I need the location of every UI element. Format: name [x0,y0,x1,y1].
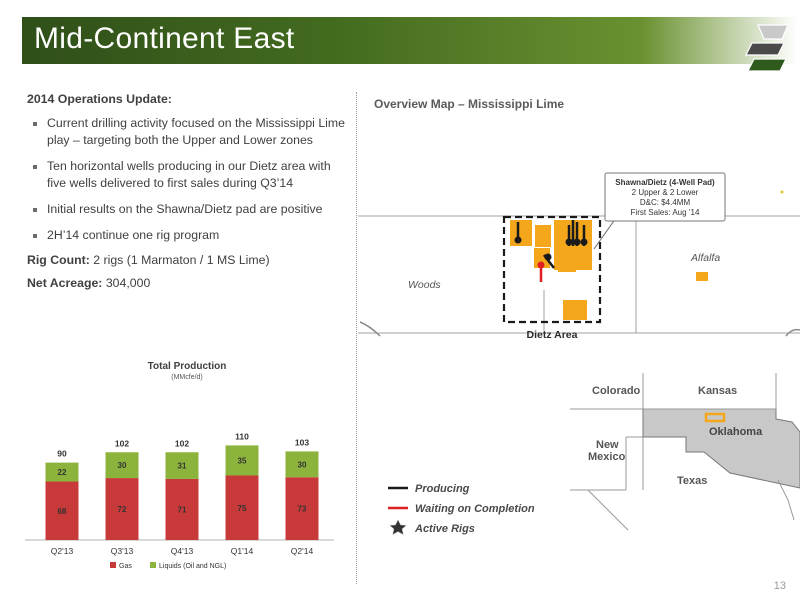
bar-gas [105,478,139,540]
county-label-alfalfa: Alfalfa [690,252,720,264]
bar-value-label: 73 [298,505,307,514]
state-label-kansas: Kansas [698,385,737,397]
bar-value-label: 68 [58,507,67,516]
page-title: Mid-Continent East [34,22,295,55]
legend-swatch [150,562,156,568]
legend-label-rigs: Active Rigs [414,523,475,535]
bar-value-label: 35 [238,456,247,465]
state-label-texas: Texas [677,475,707,487]
map-title: Overview Map – Mississippi Lime [374,97,565,111]
bar-total-label: 102 [115,438,129,448]
legend-label: Gas [119,563,132,570]
state-oklahoma [642,408,800,489]
bullet-item: Initial results on the Shawna/Dietz pad … [27,201,347,218]
bar-value-label: 71 [178,505,187,514]
callout-line: 2 Upper & 2 Lower [632,188,699,197]
bar-total-label: 90 [57,449,67,459]
star-icon [389,519,407,535]
callout-pointer [593,217,620,250]
dietz-area-label: Dietz Area [527,329,578,341]
state-label-colorado: Colorado [592,385,641,397]
state-label-new-mexico: Mexico [588,451,626,463]
state-boundary [777,479,795,521]
bar-gas [225,475,259,540]
x-tick-label: Q2'14 [291,546,314,556]
bar-value-label: 31 [178,462,187,471]
bar-liquids [225,445,259,476]
net-acreage-value: 304,000 [105,276,151,290]
operations-bullet-list: Current drilling activity focused on the… [27,115,347,244]
bar-gas [285,477,319,540]
bullet-item: Ten horizontal wells producing in our Di… [27,158,347,192]
dietz-area-outline [502,215,602,324]
x-tick-label: Q4'13 [171,546,194,556]
legend-label: Liquids (Oil and NGL) [159,563,226,570]
bar-total-label: 103 [295,437,309,447]
bar-liquids [285,451,319,478]
state-label-oklahoma: Oklahoma [709,426,763,438]
legend-swatch [110,562,116,568]
acreage-location-marker [704,412,726,423]
region-inset-map: Colorado Kansas Oklahoma New Mexico Texa… [570,373,800,531]
operations-subtitle: 2014 Operations Update: [27,92,172,106]
operations-update: 2014 Operations Update: Current drilling… [27,92,347,299]
callout-line: Shawna/Dietz (4-Well Pad) [615,178,715,187]
bar-value-label: 22 [58,468,67,477]
company-logo [745,24,789,72]
bullet-item: 2H’14 continue one rig program [27,227,347,244]
bar-gas [45,481,79,540]
net-acreage-label: Net Acreage: [27,276,103,290]
county-label-woods: Woods [408,279,441,291]
bar-value-label: 75 [238,504,247,513]
state-label-new-mexico: New [596,439,619,451]
bar-liquids [105,452,139,479]
bar-value-label: 30 [118,461,127,470]
map-legend: Producing Waiting on Completion Active R… [388,483,535,535]
x-tick-label: Q2'13 [51,546,74,556]
net-acreage: Net Acreage: 304,000 [27,276,347,290]
bar-value-label: 72 [118,505,127,514]
x-tick-label: Q1'14 [231,546,254,556]
overview-map: Woods Alfalfa Dietz Area Shawna/Dietz (4… [358,172,800,535]
map-marker-dot [780,190,784,194]
bar-total-label: 110 [235,431,249,441]
chart-title: Total Production [147,361,227,372]
callout-box [604,172,726,222]
bar-gas [165,478,199,540]
rig-count-value: 2 rigs (1 Marmaton / 1 MS Lime) [93,253,270,267]
legend-label-producing: Producing [415,483,470,495]
callout-line: D&C: $4.4MM [640,198,691,207]
column-divider [356,92,357,584]
river-line [785,328,800,337]
state-boundary [587,489,629,531]
acreage-blocks [510,220,708,320]
production-chart: 68 22 90 Q2'13 72 30 102 Q3'13 71 31 102 Q4'13 75 35 1… [25,431,334,570]
waiting-wells [537,261,545,282]
producing-well-heads [514,236,588,261]
bar-liquids [165,452,199,479]
river-line [359,321,381,337]
bar-liquids [45,462,79,482]
callout-line: First Sales: Aug ’14 [631,208,700,217]
legend-label-waiting: Waiting on Completion [415,503,535,515]
page-number: 13 [773,580,786,592]
bar-total-label: 102 [175,438,189,448]
rig-count-label: Rig Count: [27,253,90,267]
bar-value-label: 30 [298,460,307,469]
rig-count: Rig Count: 2 rigs (1 Marmaton / 1 MS Lim… [27,253,347,267]
bullet-item: Current drilling activity focused on the… [27,115,347,149]
title-banner: Mid-Continent East [22,17,798,72]
x-tick-label: Q3'13 [111,546,134,556]
chart-subtitle: (MMcfe/d) [171,374,203,381]
